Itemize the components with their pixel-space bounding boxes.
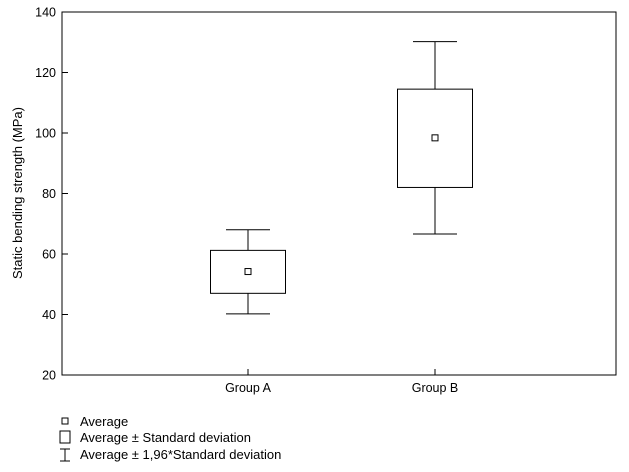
y-tick-label: 120 [35,66,56,80]
box-group [210,229,286,315]
y-tick-label: 80 [42,187,56,201]
legend-sd-symbol [59,430,71,444]
box-series [210,41,473,315]
x-axis: Group A Group B [225,369,458,395]
x-tick-label: Group A [225,381,272,395]
y-tick-label: 140 [35,6,56,20]
mean-marker [431,134,439,142]
y-tick-label: 60 [42,248,56,262]
y-tick-label: 100 [35,127,56,141]
legend-ci-label: Average ± 1,96*Standard deviation [80,447,281,462]
x-tick-label: Group B [412,381,459,395]
legend-ci-symbol [60,448,70,462]
legend: Average Average ± Standard deviation Ave… [59,414,281,462]
box-group [397,41,473,235]
legend-item-ci: Average ± 1,96*Standard deviation [60,447,281,462]
legend-item-sd: Average ± Standard deviation [59,430,251,445]
legend-sd-label: Average ± Standard deviation [80,430,251,445]
y-tick-label: 20 [42,369,56,383]
plot-area [61,11,617,376]
legend-average-symbol [61,417,69,425]
legend-item-average: Average [61,414,128,429]
legend-average-label: Average [80,414,128,429]
mean-marker [244,268,252,276]
y-axis: 20 40 60 80 100 120 140 [35,6,68,383]
y-axis-title: Static bending strength (MPa) [10,107,25,279]
y-tick-label: 40 [42,308,56,322]
